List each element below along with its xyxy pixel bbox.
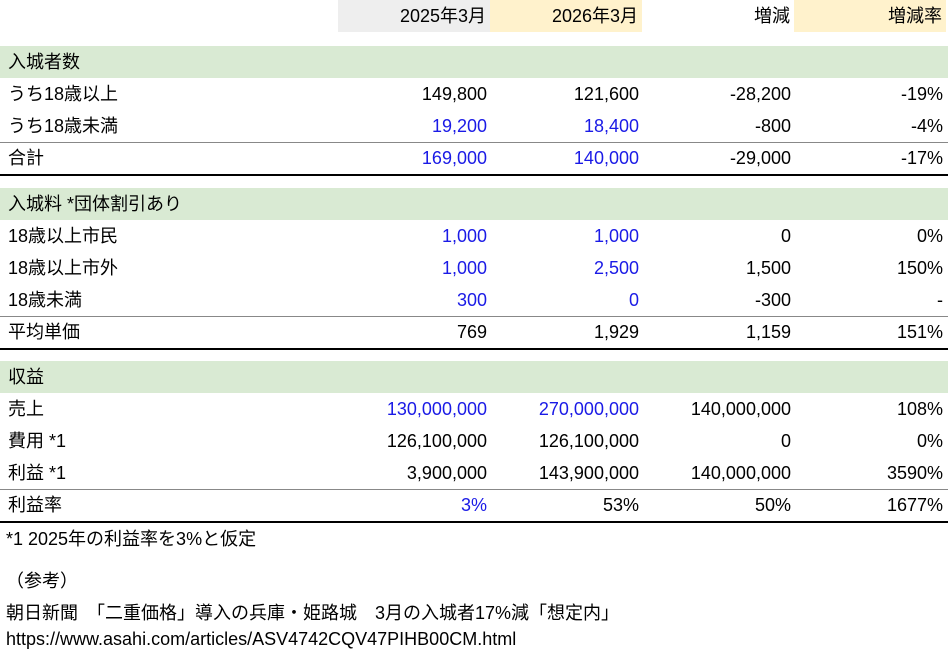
cell: 0	[780, 226, 791, 246]
cell: 1677%	[886, 495, 943, 515]
section-bottom-line	[0, 174, 948, 176]
row-label: うち18歳以上	[8, 84, 119, 104]
cell: 143,900,000	[538, 463, 639, 483]
column-header: 2025年3月	[338, 0, 490, 32]
section-bottom-line	[0, 348, 948, 350]
cell: 1,000	[593, 226, 639, 246]
section-header: 収益	[0, 361, 948, 393]
cell: 53%	[602, 495, 639, 515]
cell: 0	[628, 290, 639, 310]
row-label: 18歳未満	[8, 290, 83, 310]
cell: 0%	[916, 431, 943, 451]
cell: 126,100,000	[386, 431, 487, 451]
column-header: 増減率	[794, 0, 946, 32]
cell: -300	[754, 290, 791, 310]
cell: -29,000	[729, 148, 791, 168]
cell: 1,000	[441, 226, 487, 246]
cell: 1,159	[745, 322, 791, 342]
cell: 108%	[896, 399, 943, 419]
cell: -4%	[910, 116, 943, 136]
article-title: 朝日新聞 「二重価格」導入の兵庫・姫路城 3月の入城者17%減「想定内」	[6, 603, 620, 623]
cell: 300	[456, 290, 487, 310]
row-label: 平均単価	[8, 322, 80, 342]
row-label: 合計	[8, 148, 44, 168]
cell: 270,000,000	[538, 399, 639, 419]
cell: -19%	[900, 84, 943, 104]
article-url: https://www.asahi.com/articles/ASV4742CQ…	[6, 629, 517, 649]
cell: 140,000,000	[690, 399, 791, 419]
row-separator	[0, 316, 948, 317]
row-label: 18歳以上市民	[8, 226, 119, 246]
row-separator	[0, 489, 948, 490]
cell: 3%	[460, 495, 487, 515]
cell: 19,200	[431, 116, 487, 136]
section-header: 入城者数	[0, 46, 948, 78]
cell: 121,600	[573, 84, 639, 104]
cell: 2,500	[593, 258, 639, 278]
cell: 3,900,000	[406, 463, 487, 483]
column-header: 2026年3月	[490, 0, 642, 32]
cell: -800	[754, 116, 791, 136]
cell: 140,000	[573, 148, 639, 168]
row-label: 利益 *1	[8, 463, 67, 483]
cell: -	[937, 290, 943, 310]
cell: 130,000,000	[386, 399, 487, 419]
cell: 50%	[754, 495, 791, 515]
cell: 149,800	[421, 84, 487, 104]
cell: -17%	[900, 148, 943, 168]
cell: -28,200	[729, 84, 791, 104]
cell: 126,100,000	[538, 431, 639, 451]
cell: 0%	[916, 226, 943, 246]
row-label: うち18歳未満	[8, 116, 119, 136]
row-label: 費用 *1	[8, 431, 67, 451]
row-label: 売上	[8, 399, 44, 419]
cell: 140,000,000	[690, 463, 791, 483]
reference-label: （参考）	[6, 571, 78, 591]
footnote: *1 2025年の利益率を3%と仮定	[6, 529, 257, 549]
cell: 0	[780, 431, 791, 451]
row-label: 18歳以上市外	[8, 258, 119, 278]
cell: 3590%	[886, 463, 943, 483]
column-header: 増減	[754, 6, 790, 26]
cell: 151%	[896, 322, 943, 342]
cell: 769	[456, 322, 487, 342]
cell: 169,000	[421, 148, 487, 168]
cell: 150%	[896, 258, 943, 278]
row-label: 利益率	[8, 495, 62, 515]
cell: 1,000	[441, 258, 487, 278]
cell: 1,929	[593, 322, 639, 342]
section-bottom-line	[0, 521, 948, 523]
cell: 1,500	[745, 258, 791, 278]
section-header: 入城料 *団体割引あり	[0, 188, 948, 220]
cell: 18,400	[583, 116, 639, 136]
row-separator	[0, 142, 948, 143]
